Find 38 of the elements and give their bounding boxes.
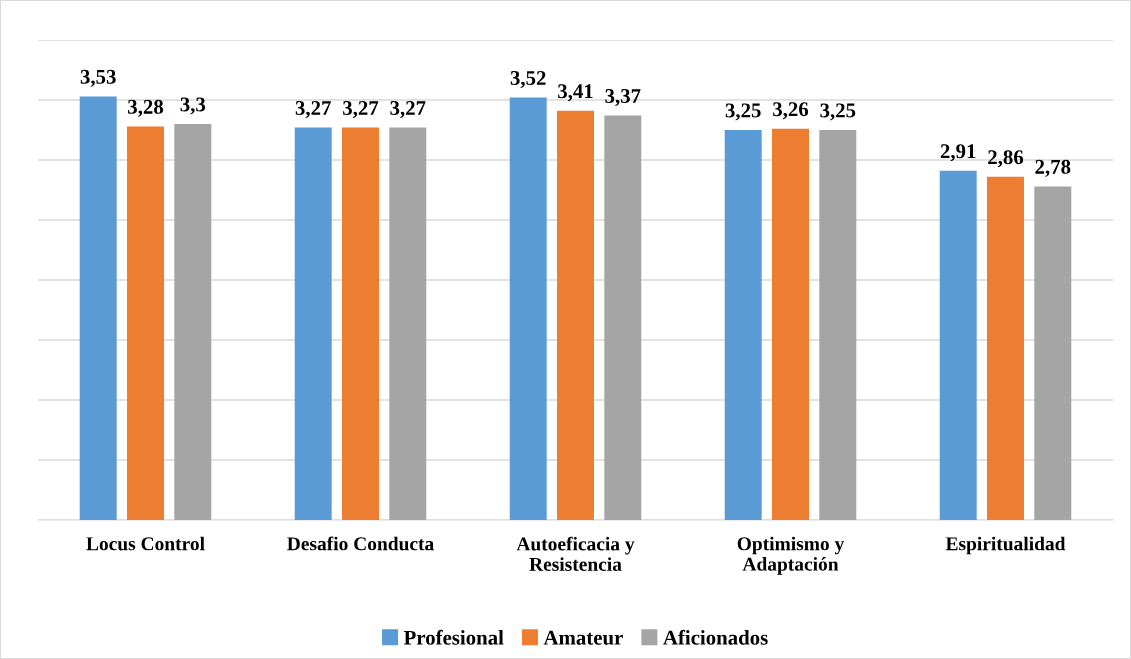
- data-label: 3,25: [725, 103, 761, 121]
- bar: [819, 130, 857, 520]
- bar: [342, 127, 379, 520]
- data-label: 3,27: [390, 101, 426, 119]
- data-label: 2,86: [988, 150, 1024, 168]
- bar: [772, 128, 809, 520]
- data-label: 3,27: [343, 101, 379, 119]
- legend-label: Profesional: [403, 629, 504, 645]
- legend-label: Aficionados: [663, 629, 768, 645]
- data-label: 3,53: [80, 69, 116, 87]
- bar: [604, 115, 642, 520]
- x-tick-label: Optimismo y Adaptación: [737, 536, 845, 575]
- bar: [127, 126, 164, 520]
- data-label: 2,91: [940, 144, 976, 162]
- legend-label: Amateur: [543, 630, 623, 645]
- x-tick-label: Espiritualidad: [945, 536, 1066, 555]
- data-label: 3,3: [180, 97, 206, 115]
- x-tick-label: Locus Control: [86, 536, 205, 551]
- bar: [509, 97, 547, 520]
- data-label: 3,52: [510, 71, 546, 89]
- data-label: 3,37: [605, 89, 641, 107]
- x-tick-label: Desafio Conducta: [287, 536, 434, 551]
- bar: [724, 130, 762, 520]
- data-label: 3,25: [820, 103, 856, 121]
- data-label: 3,26: [773, 102, 809, 120]
- bar: [389, 127, 427, 520]
- data-label: 3,28: [128, 99, 164, 117]
- bar: [557, 110, 594, 520]
- data-label: 3,41: [558, 84, 593, 102]
- bar: [939, 170, 977, 520]
- bar: [294, 127, 332, 520]
- x-tick-label: Autoeficacia y Resistencia: [516, 536, 635, 571]
- data-label: 2,78: [1035, 159, 1071, 177]
- bar: [1034, 186, 1072, 520]
- bar: [174, 124, 212, 520]
- data-label: 3,27: [295, 101, 331, 119]
- bar: [987, 176, 1024, 520]
- bar: [79, 96, 117, 520]
